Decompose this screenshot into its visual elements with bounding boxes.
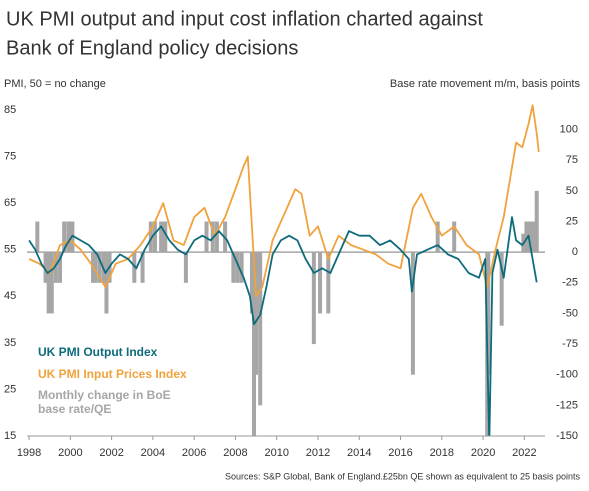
y2-axis-label: Base rate movement m/m, basis points — [390, 78, 581, 90]
y-tick-label: 35 — [4, 337, 16, 349]
x-tick-label: 2008 — [223, 447, 247, 459]
bar — [148, 221, 153, 253]
bar — [140, 252, 145, 283]
bar — [326, 252, 331, 314]
y2-tick-label: -125 — [556, 399, 578, 411]
y-tick-label: 55 — [4, 244, 16, 256]
y2-tick-label: -50 — [562, 307, 578, 319]
y-tick-label: 75 — [4, 150, 16, 162]
y2-tick-label: 100 — [560, 124, 578, 136]
bar — [161, 221, 166, 253]
plot-area — [27, 104, 545, 436]
bar — [159, 221, 164, 253]
bar — [163, 221, 168, 253]
bar — [132, 252, 137, 283]
bar — [152, 221, 157, 253]
bar — [534, 190, 539, 253]
y2-tick-label: -150 — [556, 430, 578, 442]
x-tick-label: 2000 — [58, 447, 82, 459]
legend-entry: UK PMI Input Prices Index — [38, 367, 187, 381]
x-tick-label: 2004 — [141, 447, 165, 459]
bar — [531, 221, 536, 253]
y2-tick-label: 50 — [566, 185, 578, 197]
bar — [66, 221, 71, 253]
y-tick-label: 15 — [4, 430, 16, 442]
bar — [46, 252, 51, 314]
x-tick-label: 2020 — [471, 447, 495, 459]
x-tick-label: 2012 — [306, 447, 330, 459]
bar — [318, 252, 323, 314]
bar — [62, 221, 67, 253]
bar — [35, 221, 40, 253]
line — [28, 216, 538, 436]
bar — [58, 252, 63, 283]
y-axis-label: PMI, 50 = no change — [4, 78, 106, 90]
bar — [214, 221, 219, 253]
source: Sources: S&P Global, Bank of England.£25… — [225, 471, 581, 481]
bar — [311, 252, 316, 345]
x-tick-label: 2022 — [512, 447, 536, 459]
bar — [252, 252, 257, 436]
bar — [528, 221, 533, 253]
x-tick-label: 2006 — [182, 447, 206, 459]
bar — [231, 252, 236, 283]
bar — [410, 252, 415, 375]
x-tick-label: 1998 — [17, 447, 41, 459]
bar — [49, 252, 54, 314]
y2-tick-label: 0 — [572, 246, 578, 258]
bar — [235, 252, 240, 283]
chart-title: UK PMI output and input cost inflation c… — [6, 8, 483, 30]
bar — [183, 252, 188, 283]
x-tick-label: 2014 — [347, 447, 371, 459]
legend-entry: Monthly change in BoE base rate/QE — [38, 388, 171, 416]
bar — [256, 252, 261, 314]
y2-tick-label: -25 — [562, 277, 578, 289]
bar — [486, 252, 491, 375]
bar — [93, 252, 98, 283]
y2-tick-label: -100 — [556, 369, 578, 381]
y2-tick-label: 25 — [566, 215, 578, 227]
bar — [258, 252, 263, 406]
y-tick-label: 85 — [4, 104, 16, 116]
bar — [53, 252, 58, 283]
y2-tick-label: 75 — [566, 154, 578, 166]
legend-entry: UK PMI Output Index — [38, 345, 158, 359]
x-tick-label: 2018 — [430, 447, 454, 459]
bar — [524, 221, 529, 253]
chart-title-line2: Bank of England policy decisions — [6, 37, 298, 59]
bar — [68, 221, 73, 253]
x-tick-label: 2016 — [388, 447, 412, 459]
bar — [452, 221, 457, 253]
bar — [43, 252, 48, 283]
bar — [239, 252, 244, 283]
bar — [435, 221, 440, 253]
bar — [254, 252, 259, 375]
y2-tick-label: -75 — [562, 338, 578, 350]
x-tick-label: 2010 — [264, 447, 288, 459]
y-tick-label: 65 — [4, 197, 16, 209]
bar — [249, 252, 254, 314]
y-tick-label: 25 — [4, 383, 16, 395]
y-tick-label: 45 — [4, 290, 16, 302]
bar — [499, 252, 504, 326]
bar — [204, 221, 209, 253]
bar — [97, 252, 102, 283]
x-tick-label: 2002 — [99, 447, 123, 459]
